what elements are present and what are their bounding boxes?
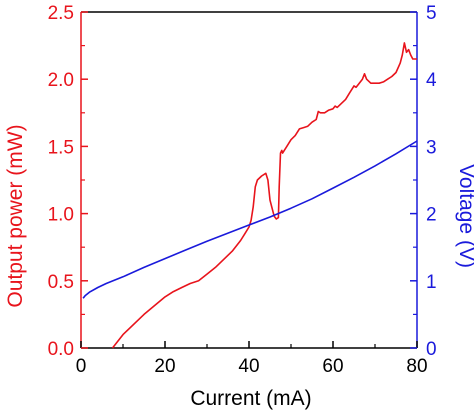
series-layer bbox=[82, 42, 418, 349]
x-tick-label: 80 bbox=[406, 356, 427, 377]
y-left-tick-label: 2.0 bbox=[48, 70, 74, 91]
x-tick-label: 60 bbox=[322, 356, 343, 377]
y-axis-label-right: Voltage (V) bbox=[455, 164, 474, 268]
x-tick-label: 20 bbox=[154, 356, 175, 377]
y-axis-label-left: Output power (mW) bbox=[4, 124, 27, 307]
plot-frame bbox=[80, 11, 418, 349]
output-power-line bbox=[111, 42, 417, 349]
y-left-tick-label: 0.5 bbox=[48, 272, 74, 293]
x-tick-label: 40 bbox=[238, 356, 259, 377]
y-left-tick-label: 1.0 bbox=[48, 205, 74, 226]
y-left-tick-label: 1.5 bbox=[48, 137, 74, 158]
y-right-tick-label: 2 bbox=[426, 205, 437, 226]
y-left-tick-label: 2.5 bbox=[48, 3, 74, 24]
y-right-tick-label: 5 bbox=[426, 3, 437, 24]
y-right-tick-label: 0 bbox=[426, 339, 437, 360]
y-right-tick-label: 4 bbox=[426, 70, 437, 91]
voltage-line bbox=[82, 140, 418, 299]
ticks-layer: 0 20 40 60 80 0.0 0.5 1.0 1.5 2.0 2.5 0 1 2 3 4 5 bbox=[48, 3, 437, 377]
x-axis-label: Current (mA) bbox=[190, 387, 311, 410]
x-tick-label: 0 bbox=[76, 356, 87, 377]
y-right-tick-label: 3 bbox=[426, 137, 437, 158]
y-right-tick-label: 1 bbox=[426, 272, 437, 293]
y-left-tick-label: 0.0 bbox=[48, 339, 74, 360]
